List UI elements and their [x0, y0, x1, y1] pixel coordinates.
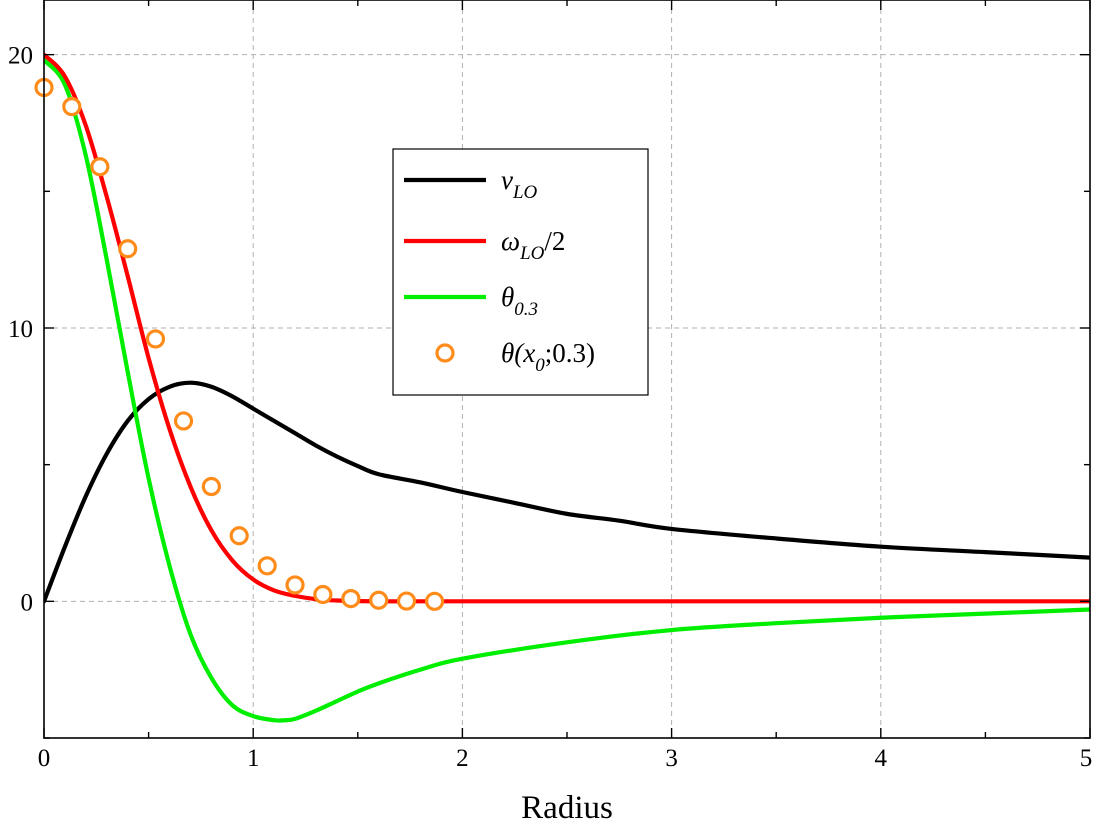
data-point-theta_x0 [201, 476, 221, 497]
x-axis-title: Radius [521, 790, 613, 826]
data-point-theta_x0 [118, 239, 138, 259]
data-point-theta_x0 [424, 591, 445, 611]
data-point-theta_x0 [313, 584, 333, 605]
data-point-theta_x0 [62, 96, 82, 117]
x-tick-label: 3 [665, 745, 678, 772]
y-tick-label: 0 [21, 589, 34, 616]
y-tick-labels: 0 10 20 [8, 43, 33, 617]
data-point-theta_x0 [341, 588, 361, 609]
x-tick-label: 0 [38, 745, 51, 772]
legend-label-theta_x0: θ(x0;0.3) [501, 338, 595, 376]
data-point-theta_x0 [396, 591, 417, 611]
series-line-v_LO [44, 380, 1090, 604]
data-point-theta_x0 [285, 575, 305, 595]
legend-label-v_LO: vLO [501, 165, 538, 203]
x-tick-label: 4 [875, 745, 888, 772]
x-tick-labels: 0 1 2 3 4 5 [38, 745, 1093, 772]
series-line-omega_LO_half [44, 52, 1090, 604]
legend-label-theta_03: θ0.3 [501, 282, 538, 320]
y-tick-label: 10 [8, 316, 33, 343]
data-point-theta_x0 [173, 411, 194, 431]
y-tick-label: 20 [8, 43, 33, 70]
x-tick-label: 5 [1080, 745, 1093, 772]
legend: vLO ωLO/2 θ0.3 θ(x0;0.3) [392, 148, 649, 396]
data-series [44, 52, 1090, 723]
legend-swatch-theta_x0 [435, 343, 455, 363]
x-tick-label: 1 [247, 745, 260, 772]
data-point-theta_x0 [257, 556, 277, 576]
legend-label-omega_LO_half: ωLO/2 [501, 226, 565, 264]
data-markers [34, 77, 445, 611]
series-line-theta_03 [44, 58, 1090, 723]
data-point-theta_x0 [145, 329, 166, 349]
data-point-theta_x0 [229, 526, 249, 546]
data-point-theta_x0 [369, 590, 389, 610]
axis-ticks [43, 0, 1091, 739]
x-tick-label: 2 [456, 745, 469, 772]
data-point-theta_x0 [90, 157, 110, 177]
